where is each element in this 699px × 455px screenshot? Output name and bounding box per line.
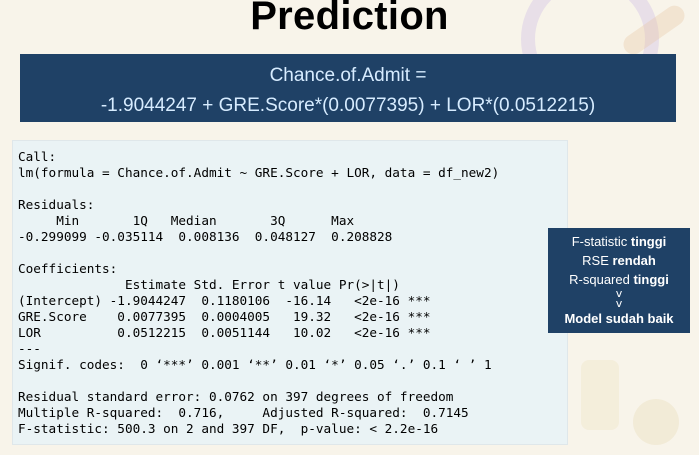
slide-title: Prediction bbox=[250, 0, 449, 38]
r-output-panel: Call: lm(formula = Chance.of.Admit ~ GRE… bbox=[12, 140, 568, 445]
r-output-line: Estimate Std. Error t value Pr(>|t|) bbox=[18, 277, 400, 292]
summary-conclusion: Model sudah baik bbox=[548, 309, 690, 328]
summary-fstat-label: F-statistic bbox=[571, 234, 631, 249]
r-output-line: -0.299099 -0.035114 0.008136 0.048127 0.… bbox=[18, 229, 393, 244]
r-output-line: Coefficients: bbox=[18, 261, 118, 276]
r-output-line: GRE.Score 0.0077395 0.0004005 19.32 <2e-… bbox=[18, 309, 431, 324]
summary-fstat-value: tinggi bbox=[630, 234, 667, 249]
r-output-line: LOR 0.0512215 0.0051144 10.02 <2e-16 *** bbox=[18, 325, 431, 340]
r-output-line: Signif. codes: 0 ‘***’ 0.001 ‘**’ 0.01 ‘… bbox=[18, 357, 492, 372]
summary-rsquared-value: tinggi bbox=[633, 272, 669, 287]
r-output-text: Call: lm(formula = Chance.of.Admit ~ GRE… bbox=[18, 149, 567, 437]
formula-line-1: Chance.of.Admit = bbox=[269, 65, 427, 86]
r-output-line: Residual standard error: 0.0762 on 397 d… bbox=[18, 389, 454, 404]
summary-rse-value: rendah bbox=[612, 253, 656, 268]
r-output-line: lm(formula = Chance.of.Admit ~ GRE.Score… bbox=[18, 165, 500, 180]
formula-box: Chance.of.Admit = -1.9044247 + GRE.Score… bbox=[20, 54, 676, 122]
summary-model-word: Model bbox=[564, 311, 602, 326]
decorative-circle bbox=[633, 399, 679, 445]
r-output-line: --- bbox=[18, 341, 41, 356]
summary-rse-label: RSE bbox=[582, 253, 613, 268]
r-output-line: F-statistic: 500.3 on 2 and 397 DF, p-va… bbox=[18, 421, 439, 436]
summary-rsquared: R-squared tinggi bbox=[548, 270, 690, 289]
r-output-line: Min 1Q Median 3Q Max bbox=[18, 213, 355, 228]
summary-fstat: F-statistic tinggi bbox=[548, 232, 690, 251]
r-output-line: (Intercept) -1.9044247 0.1180106 -16.14 … bbox=[18, 293, 431, 308]
r-output-line: Residuals: bbox=[18, 197, 95, 212]
summary-conclusion-text: sudah baik bbox=[605, 311, 674, 326]
decorative-cup bbox=[581, 360, 619, 430]
formula-line-2: -1.9044247 + GRE.Score*(0.0077395) + LOR… bbox=[100, 95, 596, 116]
r-output-line: Call: bbox=[18, 149, 57, 164]
summary-box: F-statistic tinggi RSE rendah R-squared … bbox=[548, 228, 690, 333]
summary-rse: RSE rendah bbox=[548, 251, 690, 270]
r-output-line: Multiple R-squared: 0.716, Adjusted R-sq… bbox=[18, 405, 469, 420]
summary-rsquared-label: R-squared bbox=[569, 272, 634, 287]
